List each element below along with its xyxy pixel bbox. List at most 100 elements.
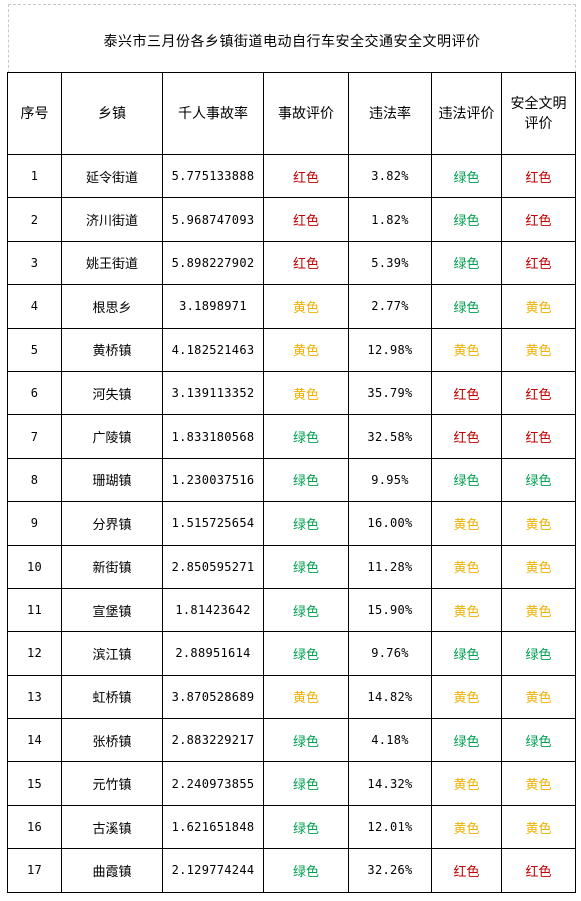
accident-rate-cell: 2.240973855 xyxy=(162,761,264,806)
table-row: 14 张桥镇 2.883229217 绿色 4.18% 绿色 绿色 xyxy=(7,718,576,763)
violation-rate-cell: 14.32% xyxy=(348,761,432,806)
index-cell: 1 xyxy=(7,153,62,199)
town-cell: 黄桥镇 xyxy=(61,327,163,372)
index-cell: 13 xyxy=(7,674,62,720)
town-cell: 张桥镇 xyxy=(61,718,163,763)
table-row: 11 宣堡镇 1.81423642 绿色 15.90% 黄色 黄色 xyxy=(7,587,576,633)
violation-rate-cell: 11.28% xyxy=(348,544,432,589)
town-cell: 姚王街道 xyxy=(61,240,163,286)
violation-rating-cell: 绿色 xyxy=(431,197,502,242)
index-cell: 8 xyxy=(7,457,62,503)
town-cell: 滨江镇 xyxy=(61,631,163,676)
index-cell: 9 xyxy=(7,501,62,546)
header-cell-safety-rating: 安全文明 评价 xyxy=(501,72,576,155)
safety-rating-cell: 红色 xyxy=(501,848,576,893)
accident-rating-cell: 绿色 xyxy=(263,544,349,589)
accident-rating-cell: 红色 xyxy=(263,240,349,286)
safety-rating-cell: 绿色 xyxy=(501,457,576,503)
header-cell-violation-rate: 违法率 xyxy=(348,72,432,155)
accident-rating-cell: 绿色 xyxy=(263,631,349,676)
violation-rating-cell: 绿色 xyxy=(431,153,502,199)
town-cell: 元竹镇 xyxy=(61,761,163,806)
index-cell: 3 xyxy=(7,240,62,286)
violation-rate-cell: 16.00% xyxy=(348,501,432,546)
violation-rating-cell: 黄色 xyxy=(431,587,502,633)
header-row: 序号 乡镇 千人事故率 事故评价 违法率 违法评价 安全文明 评价 xyxy=(7,72,576,155)
header-cell-index: 序号 xyxy=(7,72,62,155)
title-bar: 泰兴市三月份各乡镇街道电动自行车安全交通安全文明评价 xyxy=(8,4,576,73)
accident-rating-cell: 红色 xyxy=(263,197,349,242)
index-cell: 15 xyxy=(7,761,62,806)
accident-rate-cell: 1.230037516 xyxy=(162,457,264,503)
accident-rate-cell: 3.139113352 xyxy=(162,370,264,416)
accident-rating-cell: 黄色 xyxy=(263,284,349,329)
index-cell: 16 xyxy=(7,804,62,850)
accident-rate-cell: 2.129774244 xyxy=(162,848,264,893)
table-body: 1 延令街道 5.775133888 红色 3.82% 绿色 红色 2 济川街道 5.968747… xyxy=(7,153,576,893)
accident-rating-cell: 绿色 xyxy=(263,501,349,546)
accident-rate-cell: 2.850595271 xyxy=(162,544,264,589)
violation-rate-cell: 12.98% xyxy=(348,327,432,372)
index-cell: 5 xyxy=(7,327,62,372)
table-row: 6 河失镇 3.139113352 黄色 35.79% 红色 红色 xyxy=(7,370,576,416)
accident-rate-cell: 2.883229217 xyxy=(162,718,264,763)
index-cell: 12 xyxy=(7,631,62,676)
town-cell: 河失镇 xyxy=(61,370,163,416)
violation-rating-cell: 绿色 xyxy=(431,284,502,329)
table-row: 4 根思乡 3.1898971 黄色 2.77% 绿色 黄色 xyxy=(7,284,576,329)
accident-rating-cell: 绿色 xyxy=(263,457,349,503)
violation-rating-cell: 红色 xyxy=(431,848,502,893)
accident-rating-cell: 红色 xyxy=(263,153,349,199)
safety-rating-cell: 黄色 xyxy=(501,284,576,329)
accident-rate-cell: 1.515725654 xyxy=(162,501,264,546)
safety-rating-cell: 红色 xyxy=(501,240,576,286)
index-cell: 14 xyxy=(7,718,62,763)
violation-rating-cell: 绿色 xyxy=(431,240,502,286)
safety-rating-cell: 黄色 xyxy=(501,804,576,850)
table-row: 13 虹桥镇 3.870528689 黄色 14.82% 黄色 黄色 xyxy=(7,674,576,720)
accident-rating-cell: 绿色 xyxy=(263,804,349,850)
index-cell: 11 xyxy=(7,587,62,633)
table-row: 17 曲霞镇 2.129774244 绿色 32.26% 红色 红色 xyxy=(7,848,576,893)
safety-rating-cell: 黄色 xyxy=(501,587,576,633)
violation-rating-cell: 黄色 xyxy=(431,804,502,850)
header-cell-violation-rating: 违法评价 xyxy=(431,72,502,155)
violation-rating-cell: 黄色 xyxy=(431,501,502,546)
safety-rating-cell: 绿色 xyxy=(501,718,576,763)
violation-rating-cell: 红色 xyxy=(431,414,502,459)
violation-rating-cell: 黄色 xyxy=(431,674,502,720)
index-cell: 7 xyxy=(7,414,62,459)
violation-rate-cell: 5.39% xyxy=(348,240,432,286)
table-row: 16 古溪镇 1.621651848 绿色 12.01% 黄色 黄色 xyxy=(7,804,576,850)
accident-rate-cell: 3.1898971 xyxy=(162,284,264,329)
page-title: 泰兴市三月份各乡镇街道电动自行车安全交通安全文明评价 xyxy=(103,34,481,50)
safety-rating-cell: 绿色 xyxy=(501,631,576,676)
town-cell: 古溪镇 xyxy=(61,804,163,850)
town-cell: 分界镇 xyxy=(61,501,163,546)
safety-rating-cell: 黄色 xyxy=(501,761,576,806)
violation-rate-cell: 4.18% xyxy=(348,718,432,763)
table-row: 12 滨江镇 2.88951614 绿色 9.76% 绿色 绿色 xyxy=(7,631,576,676)
accident-rate-cell: 5.775133888 xyxy=(162,153,264,199)
town-cell: 延令街道 xyxy=(61,153,163,199)
violation-rate-cell: 9.76% xyxy=(348,631,432,676)
violation-rate-cell: 3.82% xyxy=(348,153,432,199)
violation-rate-cell: 35.79% xyxy=(348,370,432,416)
table-row: 2 济川街道 5.968747093 红色 1.82% 绿色 红色 xyxy=(7,197,576,242)
header-cell-accident-rate: 千人事故率 xyxy=(162,72,264,155)
index-cell: 2 xyxy=(7,197,62,242)
town-cell: 曲霞镇 xyxy=(61,848,163,893)
header-cell-accident-rating: 事故评价 xyxy=(263,72,349,155)
violation-rate-cell: 1.82% xyxy=(348,197,432,242)
accident-rating-cell: 黄色 xyxy=(263,327,349,372)
violation-rate-cell: 32.58% xyxy=(348,414,432,459)
violation-rating-cell: 红色 xyxy=(431,370,502,416)
index-cell: 6 xyxy=(7,370,62,416)
safety-rating-cell: 黄色 xyxy=(501,674,576,720)
violation-rate-cell: 32.26% xyxy=(348,848,432,893)
town-cell: 珊瑚镇 xyxy=(61,457,163,503)
safety-rating-cell: 红色 xyxy=(501,414,576,459)
accident-rating-cell: 黄色 xyxy=(263,370,349,416)
violation-rating-cell: 绿色 xyxy=(431,718,502,763)
